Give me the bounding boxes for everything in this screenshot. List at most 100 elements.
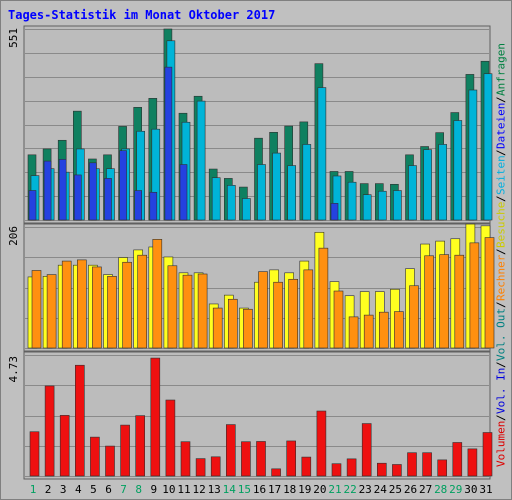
middle-bar-rechner-12 (197, 273, 208, 349)
bottom-bar-volumen-7 (120, 424, 130, 477)
x-tick-label: 19 (298, 483, 312, 496)
top-bar-seiten-1 (28, 190, 37, 221)
x-tick-label: 22 (343, 483, 357, 496)
x-tick-label: 21 (328, 483, 342, 496)
x-tick-label: 11 (177, 483, 191, 496)
middle-bar-rechner-21 (333, 290, 344, 349)
middle-panel-max-label: 206 (7, 226, 20, 246)
top-bar-dateien-19 (302, 144, 312, 221)
chart-title: Tages-Statistik im Monat Oktober 2017 (8, 8, 276, 22)
bottom-bar-volumen-25 (392, 464, 402, 477)
top-bar-dateien-13 (211, 177, 221, 221)
legend-entry-volumen: Volumen (494, 420, 508, 467)
top-bar-dateien-28 (438, 144, 448, 221)
x-tick-label: 13 (207, 483, 221, 496)
middle-bar-rechner-11 (182, 274, 193, 349)
top-bar-dateien-17 (272, 152, 281, 221)
legend-separator: / (494, 248, 508, 256)
top-bar-dateien-22 (347, 181, 357, 221)
legend-entry-vol-in: Vol. In (494, 367, 508, 414)
bottom-bar-volumen-4 (75, 364, 85, 477)
bottom-bar-volumen-10 (165, 399, 176, 477)
middle-bar-rechner-26 (409, 285, 419, 349)
top-bar-dateien-29 (453, 120, 463, 221)
bottom-bar-volumen-21 (331, 463, 342, 477)
top-bar-dateien-14 (227, 185, 236, 221)
x-tick-label: 23 (358, 483, 372, 496)
middle-bar-rechner-13 (212, 307, 223, 349)
bottom-bar-volumen-30 (467, 448, 478, 477)
x-tick-label: 7 (120, 483, 127, 496)
legend-separator: / (494, 301, 508, 308)
middle-bar-rechner-16 (258, 271, 268, 349)
middle-bar-rechner-7 (122, 261, 132, 349)
middle-bar-rechner-22 (348, 316, 359, 349)
top-bar-dateien-27 (423, 149, 432, 221)
top-bar-seiten-10 (164, 66, 173, 221)
x-tick-label: 24 (373, 483, 387, 496)
middle-bar-rechner-30 (469, 242, 480, 349)
legend-entry-rechner: Rechner (494, 255, 508, 302)
legend-entry-dateien: Dateien (494, 102, 508, 150)
middle-bar-rechner-27 (424, 255, 434, 349)
legend-entry-seiten: Seiten (494, 155, 508, 196)
middle-bar-rechner-28 (439, 254, 450, 349)
bottom-bar-volumen-19 (301, 456, 312, 477)
legend-separator: / (494, 195, 508, 203)
bottom-bar-volumen-18 (286, 440, 297, 477)
middle-bar-rechner-17 (273, 281, 283, 349)
bottom-bar-volumen-6 (105, 445, 115, 477)
top-bar-dateien-12 (196, 100, 206, 221)
middle-bar-rechner-10 (167, 265, 178, 349)
x-tick-label: 3 (59, 483, 67, 496)
middle-bar-rechner-8 (137, 254, 147, 349)
bottom-bar-volumen-20 (316, 410, 327, 477)
bottom-bar-volumen-22 (346, 458, 357, 477)
bottom-bar-volumen-5 (90, 436, 100, 477)
middle-bar-rechner-31 (484, 237, 495, 349)
bottom-bar-volumen-31 (482, 432, 493, 477)
bottom-bar-volumen-15 (241, 441, 251, 477)
bottom-bar-volumen-2 (44, 385, 55, 477)
middle-bar-rechner-14 (228, 298, 238, 349)
bottom-bar-volumen-13 (210, 456, 221, 477)
middle-bar-rechner-24 (378, 311, 389, 349)
top-bar-dateien-30 (468, 89, 478, 221)
x-tick-label: 4 (74, 483, 82, 496)
bottom-bar-volumen-27 (422, 452, 432, 477)
legend: Volumen / Vol. In / Vol. Out / Rechner /… (493, 26, 509, 484)
bottom-bar-volumen-3 (59, 415, 70, 477)
top-bar-dateien-15 (242, 198, 251, 221)
middle-bar-rechner-6 (107, 276, 117, 349)
bottom-bar-volumen-24 (376, 462, 387, 477)
bottom-bar-volumen-1 (29, 431, 40, 477)
x-tick-label: 20 (313, 483, 327, 496)
middle-bar-rechner-20 (318, 247, 329, 349)
x-tick-label: 15 (237, 483, 252, 496)
x-tick-label: 25 (388, 483, 403, 496)
top-bar-dateien-24 (377, 190, 387, 221)
middle-bar-rechner-18 (288, 278, 299, 349)
top-bar-dateien-31 (483, 73, 493, 221)
top-bar-dateien-25 (393, 190, 402, 221)
middle-bar-rechner-29 (454, 254, 465, 349)
x-tick-label: 12 (192, 483, 206, 496)
x-tick-label: 17 (267, 483, 282, 496)
middle-bar-rechner-3 (61, 260, 72, 349)
x-tick-label: 8 (135, 483, 142, 496)
top-bar-seiten-8 (134, 190, 142, 221)
bottom-bar-volumen-9 (150, 357, 161, 477)
middle-bar-rechner-25 (394, 311, 404, 349)
top-bar-seiten-21 (330, 203, 339, 221)
middle-bar-rechner-5 (92, 266, 102, 349)
bottom-bar-volumen-11 (180, 441, 191, 477)
bottom-bar-volumen-14 (226, 424, 236, 477)
x-tick-label: 1 (29, 483, 37, 496)
x-tick-label: 28 (434, 483, 448, 496)
middle-bar-rechner-4 (77, 259, 87, 349)
middle-bar-rechner-9 (152, 239, 163, 349)
middle-bar-rechner-2 (46, 274, 57, 349)
top-bar-dateien-16 (257, 164, 266, 221)
x-tick-label: 6 (105, 483, 112, 496)
bottom-bar-volumen-28 (437, 459, 448, 477)
